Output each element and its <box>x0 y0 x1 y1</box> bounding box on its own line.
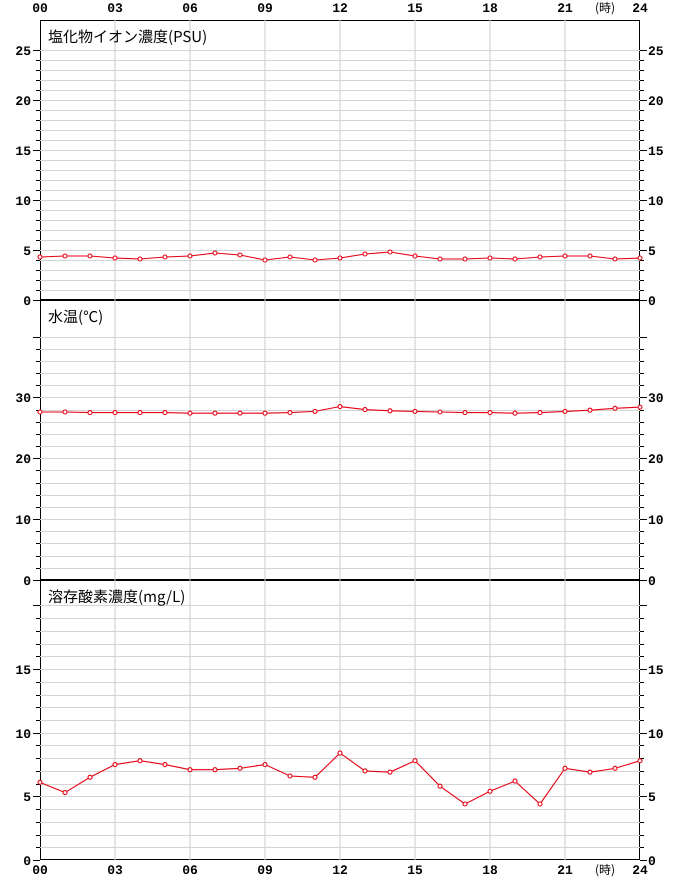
svg-text:25: 25 <box>15 44 31 59</box>
svg-text:15: 15 <box>648 663 664 678</box>
svg-text:18: 18 <box>482 863 498 878</box>
svg-text:15: 15 <box>648 144 664 159</box>
svg-text:15: 15 <box>15 144 31 159</box>
svg-text:溶存酸素濃度(mg/L): 溶存酸素濃度(mg/L) <box>48 586 185 607</box>
svg-text:5: 5 <box>648 790 656 805</box>
svg-text:10: 10 <box>648 727 664 742</box>
svg-text:0: 0 <box>23 294 31 309</box>
svg-text:03: 03 <box>107 1 123 16</box>
svg-text:20: 20 <box>648 94 664 109</box>
svg-text:03: 03 <box>107 863 123 878</box>
svg-text:塩化物イオン濃度(PSU): 塩化物イオン濃度(PSU) <box>48 26 207 47</box>
svg-text:0: 0 <box>648 294 656 309</box>
svg-text:(時): (時) <box>595 861 615 878</box>
svg-text:10: 10 <box>15 727 31 742</box>
svg-text:25: 25 <box>648 44 664 59</box>
svg-text:15: 15 <box>407 1 423 16</box>
svg-text:21: 21 <box>557 1 573 16</box>
svg-text:10: 10 <box>15 194 31 209</box>
svg-text:0: 0 <box>648 854 656 869</box>
svg-text:21: 21 <box>557 863 573 878</box>
svg-text:06: 06 <box>182 863 198 878</box>
svg-text:09: 09 <box>257 863 273 878</box>
svg-text:30: 30 <box>648 391 664 406</box>
svg-text:06: 06 <box>182 1 198 16</box>
svg-text:18: 18 <box>482 1 498 16</box>
svg-text:5: 5 <box>648 244 656 259</box>
svg-text:24: 24 <box>632 863 648 878</box>
svg-text:00: 00 <box>32 1 48 16</box>
svg-text:(時): (時) <box>595 0 615 16</box>
svg-text:09: 09 <box>257 1 273 16</box>
svg-text:5: 5 <box>23 244 31 259</box>
svg-text:水温(℃): 水温(℃) <box>48 306 103 327</box>
svg-text:10: 10 <box>15 513 31 528</box>
svg-text:12: 12 <box>332 863 348 878</box>
svg-text:0: 0 <box>23 574 31 589</box>
svg-text:0: 0 <box>648 574 656 589</box>
svg-text:20: 20 <box>648 452 664 467</box>
svg-text:20: 20 <box>15 452 31 467</box>
svg-text:12: 12 <box>332 1 348 16</box>
svg-text:30: 30 <box>15 391 31 406</box>
svg-text:20: 20 <box>15 94 31 109</box>
svg-text:5: 5 <box>23 790 31 805</box>
svg-text:15: 15 <box>407 863 423 878</box>
svg-text:15: 15 <box>15 663 31 678</box>
svg-text:00: 00 <box>32 863 48 878</box>
svg-text:10: 10 <box>648 194 664 209</box>
svg-text:10: 10 <box>648 513 664 528</box>
svg-text:24: 24 <box>632 1 648 16</box>
svg-text:0: 0 <box>23 854 31 869</box>
